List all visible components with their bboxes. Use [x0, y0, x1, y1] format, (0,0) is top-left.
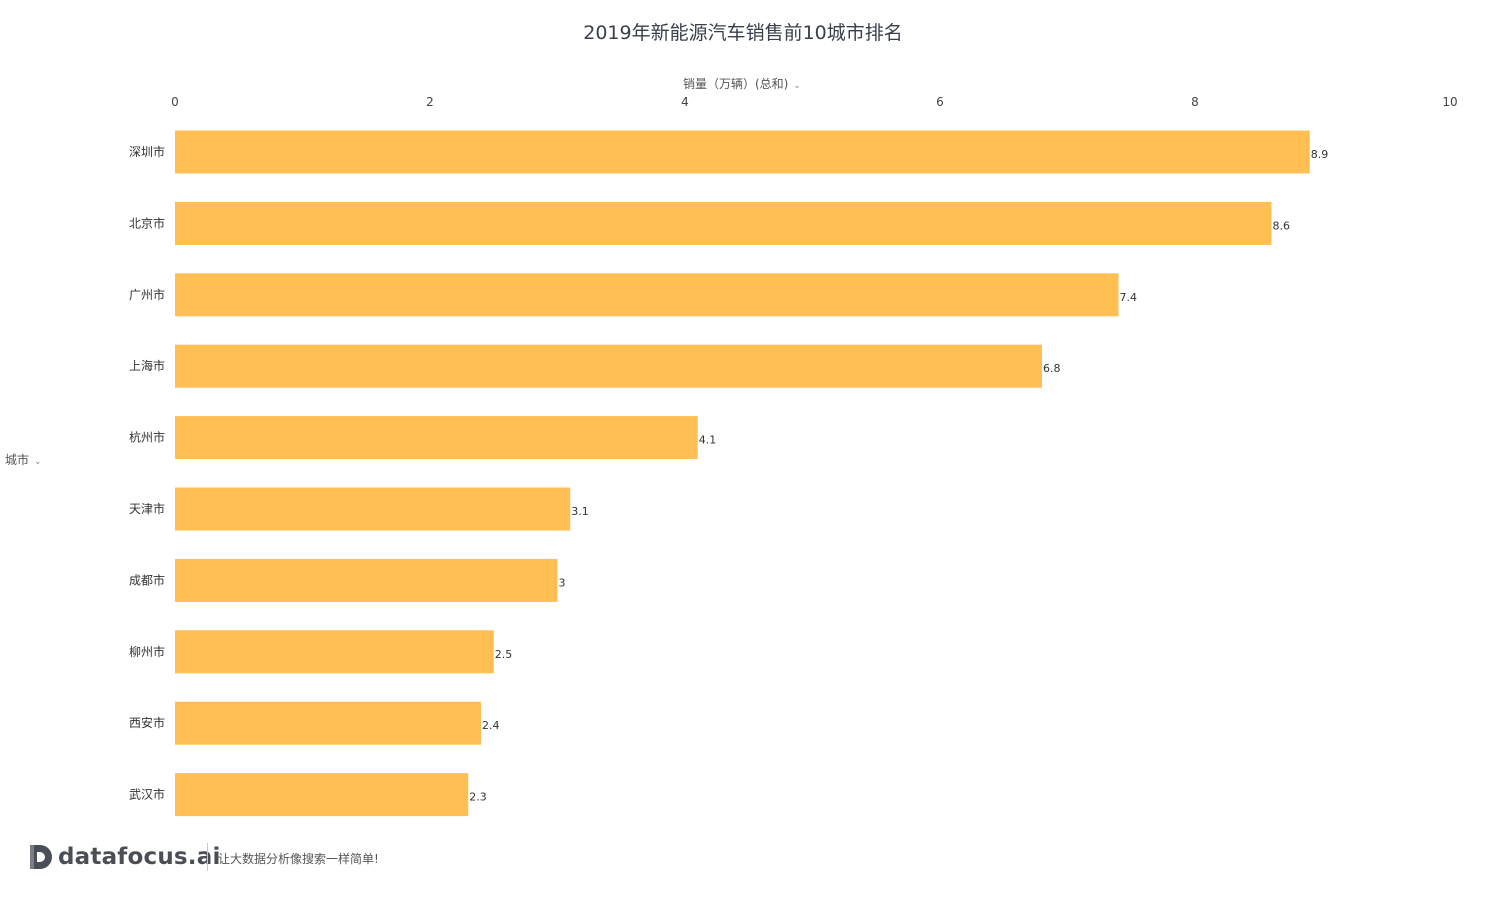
footer-divider: [207, 843, 208, 871]
y-tick-label: 武汉市: [129, 787, 165, 802]
chart-title: 2019年新能源汽车销售前10城市排名: [583, 22, 903, 44]
y-tick-label: 广州市: [129, 287, 165, 302]
y-tick-label: 深圳市: [129, 144, 165, 159]
y-tick-label: 杭州市: [129, 430, 165, 445]
bar[interactable]: [175, 701, 481, 745]
bar[interactable]: [175, 558, 558, 602]
data-label: 8.6: [1273, 219, 1291, 232]
y-tick-label: 成都市: [129, 572, 165, 587]
y-axis-title[interactable]: 城市 ⌄: [5, 451, 42, 468]
x-tick-label: 8: [1191, 95, 1199, 109]
bar[interactable]: [175, 630, 494, 674]
y-tick-label: 上海市: [129, 358, 165, 373]
y-tick-label: 北京市: [129, 215, 165, 230]
data-label: 3.1: [571, 505, 589, 518]
data-label: 2.4: [482, 719, 500, 732]
x-axis-title-text: 销量（万辆）(总和): [683, 77, 789, 91]
brand-slogan: 让大数据分析像搜索一样简单!: [218, 852, 379, 866]
data-label: 7.4: [1120, 291, 1138, 304]
data-label: 4.1: [699, 434, 717, 447]
bar[interactable]: [175, 201, 1272, 245]
bar[interactable]: [175, 130, 1310, 174]
x-axis-title[interactable]: 销量（万辆）(总和) ⌄: [683, 75, 801, 92]
data-label: 8.9: [1311, 148, 1329, 161]
bar[interactable]: [175, 416, 698, 460]
brand-name: datafocus.ai: [58, 844, 221, 870]
y-tick-label: 西安市: [129, 715, 165, 730]
x-tick-label: 2: [426, 95, 434, 109]
chevron-down-icon[interactable]: ⌄: [34, 457, 42, 467]
datafocus-logo-icon: [30, 845, 52, 869]
y-tick-label: 天津市: [129, 501, 165, 516]
x-tick-label: 0: [171, 95, 179, 109]
brand-logo: datafocus.ai: [30, 842, 221, 872]
data-label: 6.8: [1043, 362, 1061, 375]
bar[interactable]: [175, 344, 1042, 388]
x-tick-label: 6: [936, 95, 944, 109]
y-tick-label: 柳州市: [129, 644, 165, 659]
chevron-down-icon[interactable]: ⌄: [793, 81, 801, 91]
bar[interactable]: [175, 487, 571, 531]
bar[interactable]: [175, 273, 1119, 317]
data-label: 2.5: [495, 648, 513, 661]
bar[interactable]: [175, 773, 469, 817]
x-tick-label: 10: [1442, 95, 1457, 109]
y-axis-title-text: 城市: [5, 453, 30, 467]
x-tick-label: 4: [681, 95, 689, 109]
data-label: 3: [559, 576, 566, 589]
data-label: 2.3: [469, 791, 487, 804]
